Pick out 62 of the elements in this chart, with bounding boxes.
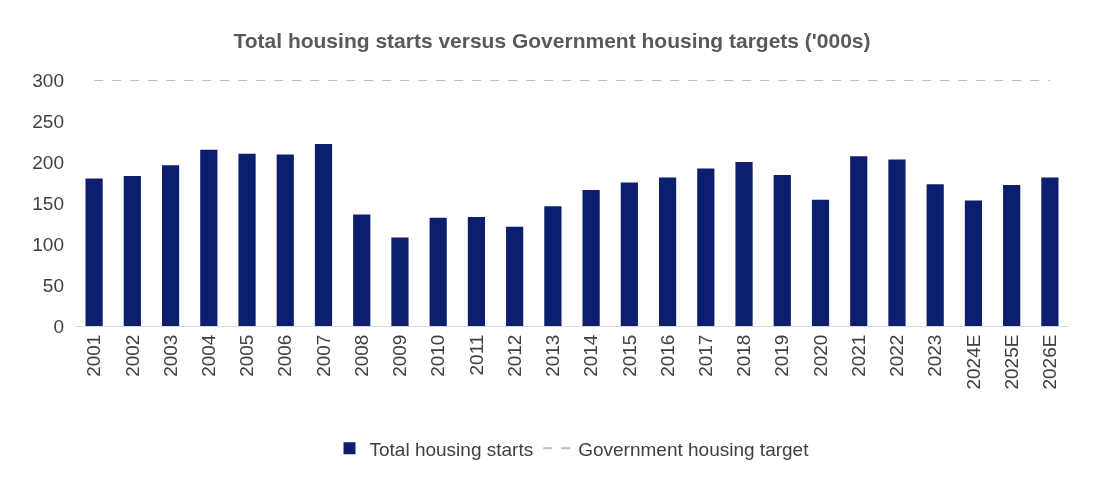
bar	[658, 177, 677, 326]
x-tick-label: 2017	[694, 334, 716, 377]
chart-title: Total housing starts versus Government housing targets ('000s)	[233, 29, 871, 53]
y-tick-label: 150	[32, 192, 64, 214]
x-tick-label: 2018	[733, 334, 755, 377]
bar	[506, 226, 524, 326]
x-tick-label: 2024E	[962, 334, 984, 390]
bar	[697, 168, 715, 326]
x-tick-label: 2008	[350, 334, 372, 377]
bar	[467, 216, 486, 326]
x-tick-label: 2012	[503, 334, 525, 377]
x-tick-label: 2010	[427, 334, 449, 377]
x-tick-label: 2007	[312, 334, 334, 377]
bar	[926, 184, 944, 326]
bar	[353, 214, 371, 326]
x-tick-label: 2016	[656, 334, 678, 377]
legend-label: Government housing target	[578, 438, 810, 460]
legend-label: Total housing starts	[369, 438, 534, 460]
bar	[161, 165, 180, 326]
bar	[582, 189, 600, 326]
x-tick-label: 2021	[847, 334, 869, 377]
y-tick-label: 100	[32, 233, 64, 255]
bar	[238, 153, 256, 326]
x-tick-label: 2009	[389, 334, 411, 377]
bar	[123, 175, 141, 326]
x-tick-label: 2006	[274, 334, 296, 377]
x-tick-label: 2002	[121, 334, 143, 377]
bar	[544, 206, 562, 326]
x-tick-label: 2004	[197, 334, 219, 377]
bar	[429, 217, 447, 326]
bar	[314, 143, 333, 326]
x-tick-label: 2020	[809, 334, 831, 377]
bar	[1041, 177, 1059, 326]
x-tick-label: 2014	[580, 334, 602, 377]
bar	[773, 175, 791, 326]
bar	[200, 149, 218, 326]
y-tick-label: 250	[32, 110, 64, 132]
bar	[850, 156, 868, 326]
x-tick-label: 2003	[159, 334, 181, 377]
x-tick-label: 2001	[83, 334, 105, 377]
x-tick-label: 2015	[618, 334, 640, 377]
y-tick-label: 50	[42, 274, 64, 296]
x-tick-label: 2013	[542, 334, 564, 377]
x-tick-label: 2025E	[1000, 334, 1022, 390]
y-tick-label: 0	[53, 315, 64, 337]
x-tick-label: 2005	[236, 334, 258, 377]
bar	[276, 154, 294, 326]
x-tick-label: 2022	[886, 334, 908, 377]
bar	[391, 237, 409, 326]
x-tick-label: 2019	[771, 334, 793, 377]
x-tick-label: 2026E	[1039, 334, 1061, 390]
bar	[811, 199, 830, 326]
x-tick-label: 2011	[465, 334, 487, 376]
x-tick-label: 2023	[924, 334, 946, 377]
bar	[85, 178, 103, 326]
bar	[735, 162, 753, 326]
y-tick-label: 300	[32, 69, 64, 91]
bar	[888, 159, 906, 326]
bar	[964, 200, 983, 326]
bar	[1003, 184, 1021, 326]
y-tick-label: 200	[32, 151, 64, 173]
bar	[620, 182, 638, 326]
